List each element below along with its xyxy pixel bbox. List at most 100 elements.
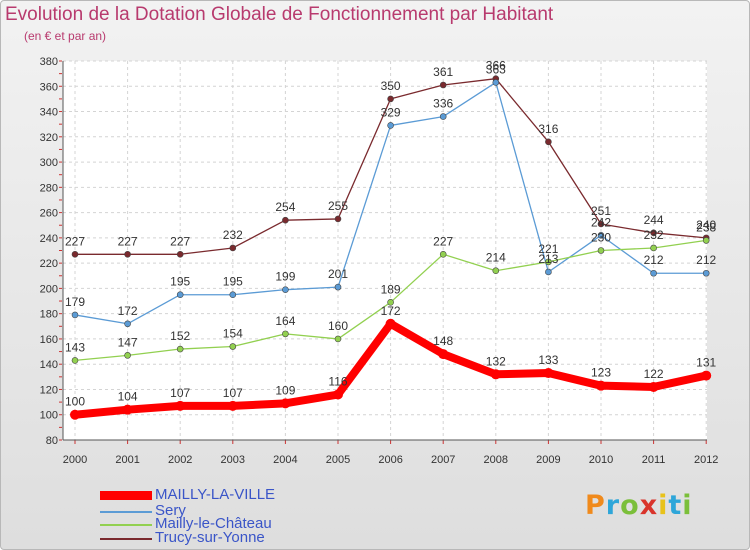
data-label: 107	[170, 386, 190, 400]
x-tick-label: 2009	[536, 454, 560, 466]
logo-letter: P	[585, 490, 606, 521]
y-tick-label: 240	[40, 233, 58, 245]
data-point	[175, 400, 186, 411]
data-label: 336	[433, 97, 453, 111]
data-label: 361	[433, 65, 453, 79]
data-label: 199	[275, 270, 295, 284]
data-point	[439, 250, 447, 258]
y-tick-label: 120	[40, 384, 58, 396]
legend-swatch	[100, 538, 152, 540]
data-point	[597, 232, 605, 239]
data-label: 363	[486, 62, 506, 76]
data-point	[282, 286, 289, 293]
data-label: 172	[118, 304, 138, 318]
data-label: 189	[381, 282, 401, 296]
data-label: 232	[223, 228, 243, 242]
data-point	[650, 269, 657, 277]
y-tick-label: 200	[40, 283, 58, 295]
logo-letter: x	[639, 490, 659, 521]
data-label: 179	[65, 295, 85, 309]
x-tick-label: 2004	[273, 454, 297, 466]
y-tick-label: 220	[40, 258, 58, 270]
data-point	[545, 268, 552, 276]
data-point	[596, 380, 606, 391]
x-tick-label: 2000	[63, 454, 87, 466]
y-tick-label: 300	[40, 157, 58, 169]
data-label: 244	[644, 213, 664, 227]
proxiti-logo: Proxiti	[585, 490, 693, 521]
data-point	[702, 237, 710, 244]
data-label: 316	[538, 122, 558, 136]
data-label: 329	[381, 105, 401, 119]
data-point	[701, 370, 712, 381]
data-point	[282, 330, 289, 338]
data-label: 100	[65, 395, 85, 409]
x-tick-label: 2011	[642, 454, 666, 466]
data-point	[702, 269, 710, 277]
data-label: 227	[170, 234, 190, 248]
data-label: 116	[328, 375, 347, 389]
data-point	[387, 95, 394, 103]
data-point	[176, 291, 184, 299]
legend-swatch	[100, 524, 152, 526]
data-label: 240	[696, 218, 716, 232]
x-tick-label: 2012	[694, 454, 718, 466]
data-point	[438, 349, 449, 360]
chart-subtitle: (en € et par an)	[24, 29, 107, 43]
x-tick-label: 2002	[168, 454, 192, 466]
legend-label: Trucy-sur-Yonne	[155, 529, 265, 546]
x-tick-label: 2001	[115, 454, 139, 466]
data-label: 109	[275, 383, 295, 397]
data-label: 195	[223, 275, 243, 289]
legend-swatch	[100, 491, 152, 500]
data-point	[490, 369, 501, 380]
y-tick-label: 360	[40, 81, 58, 93]
data-point	[545, 258, 552, 266]
x-tick-label: 2006	[378, 454, 402, 466]
data-point	[176, 250, 184, 258]
data-point	[71, 357, 79, 364]
data-label: 107	[223, 386, 243, 400]
y-tick-label: 180	[40, 309, 58, 321]
data-point	[229, 343, 237, 350]
data-label: 201	[328, 267, 348, 281]
logo-letter: i	[682, 490, 693, 521]
logo-letter: o	[620, 490, 640, 521]
data-label: 212	[696, 253, 716, 267]
data-point	[124, 250, 131, 258]
data-label: 148	[433, 334, 453, 348]
legend-label: MAILLY-LA-VILLE	[155, 486, 276, 503]
data-label: 214	[486, 251, 506, 265]
data-label: 104	[118, 390, 138, 404]
data-label: 366	[486, 59, 506, 73]
data-point	[597, 247, 605, 254]
y-tick-label: 340	[40, 107, 58, 119]
data-point	[648, 381, 659, 392]
data-point	[334, 215, 342, 223]
data-point	[543, 368, 554, 379]
data-label: 164	[275, 314, 295, 328]
data-point	[439, 113, 447, 120]
data-point	[71, 311, 79, 319]
data-label: 221	[538, 242, 558, 256]
y-tick-label: 320	[40, 132, 58, 144]
data-point	[229, 244, 237, 252]
data-point	[334, 283, 342, 291]
data-label: 227	[433, 234, 453, 248]
data-label: 251	[591, 204, 611, 218]
chart-title: Evolution de la Dotation Globale de Fonc…	[5, 4, 554, 25]
y-tick-label: 140	[40, 359, 58, 371]
data-label: 212	[644, 253, 664, 267]
y-tick-label: 380	[40, 56, 58, 68]
legend-label: Sery	[155, 502, 186, 519]
data-label: 350	[381, 79, 401, 93]
data-label: 227	[65, 234, 85, 248]
y-tick-label: 80	[46, 435, 58, 447]
data-point	[229, 291, 237, 299]
data-point	[333, 389, 343, 400]
data-point	[227, 400, 238, 411]
data-label: 254	[275, 200, 295, 214]
data-label: 143	[65, 340, 85, 354]
data-label: 147	[118, 335, 138, 349]
data-point	[492, 267, 500, 275]
